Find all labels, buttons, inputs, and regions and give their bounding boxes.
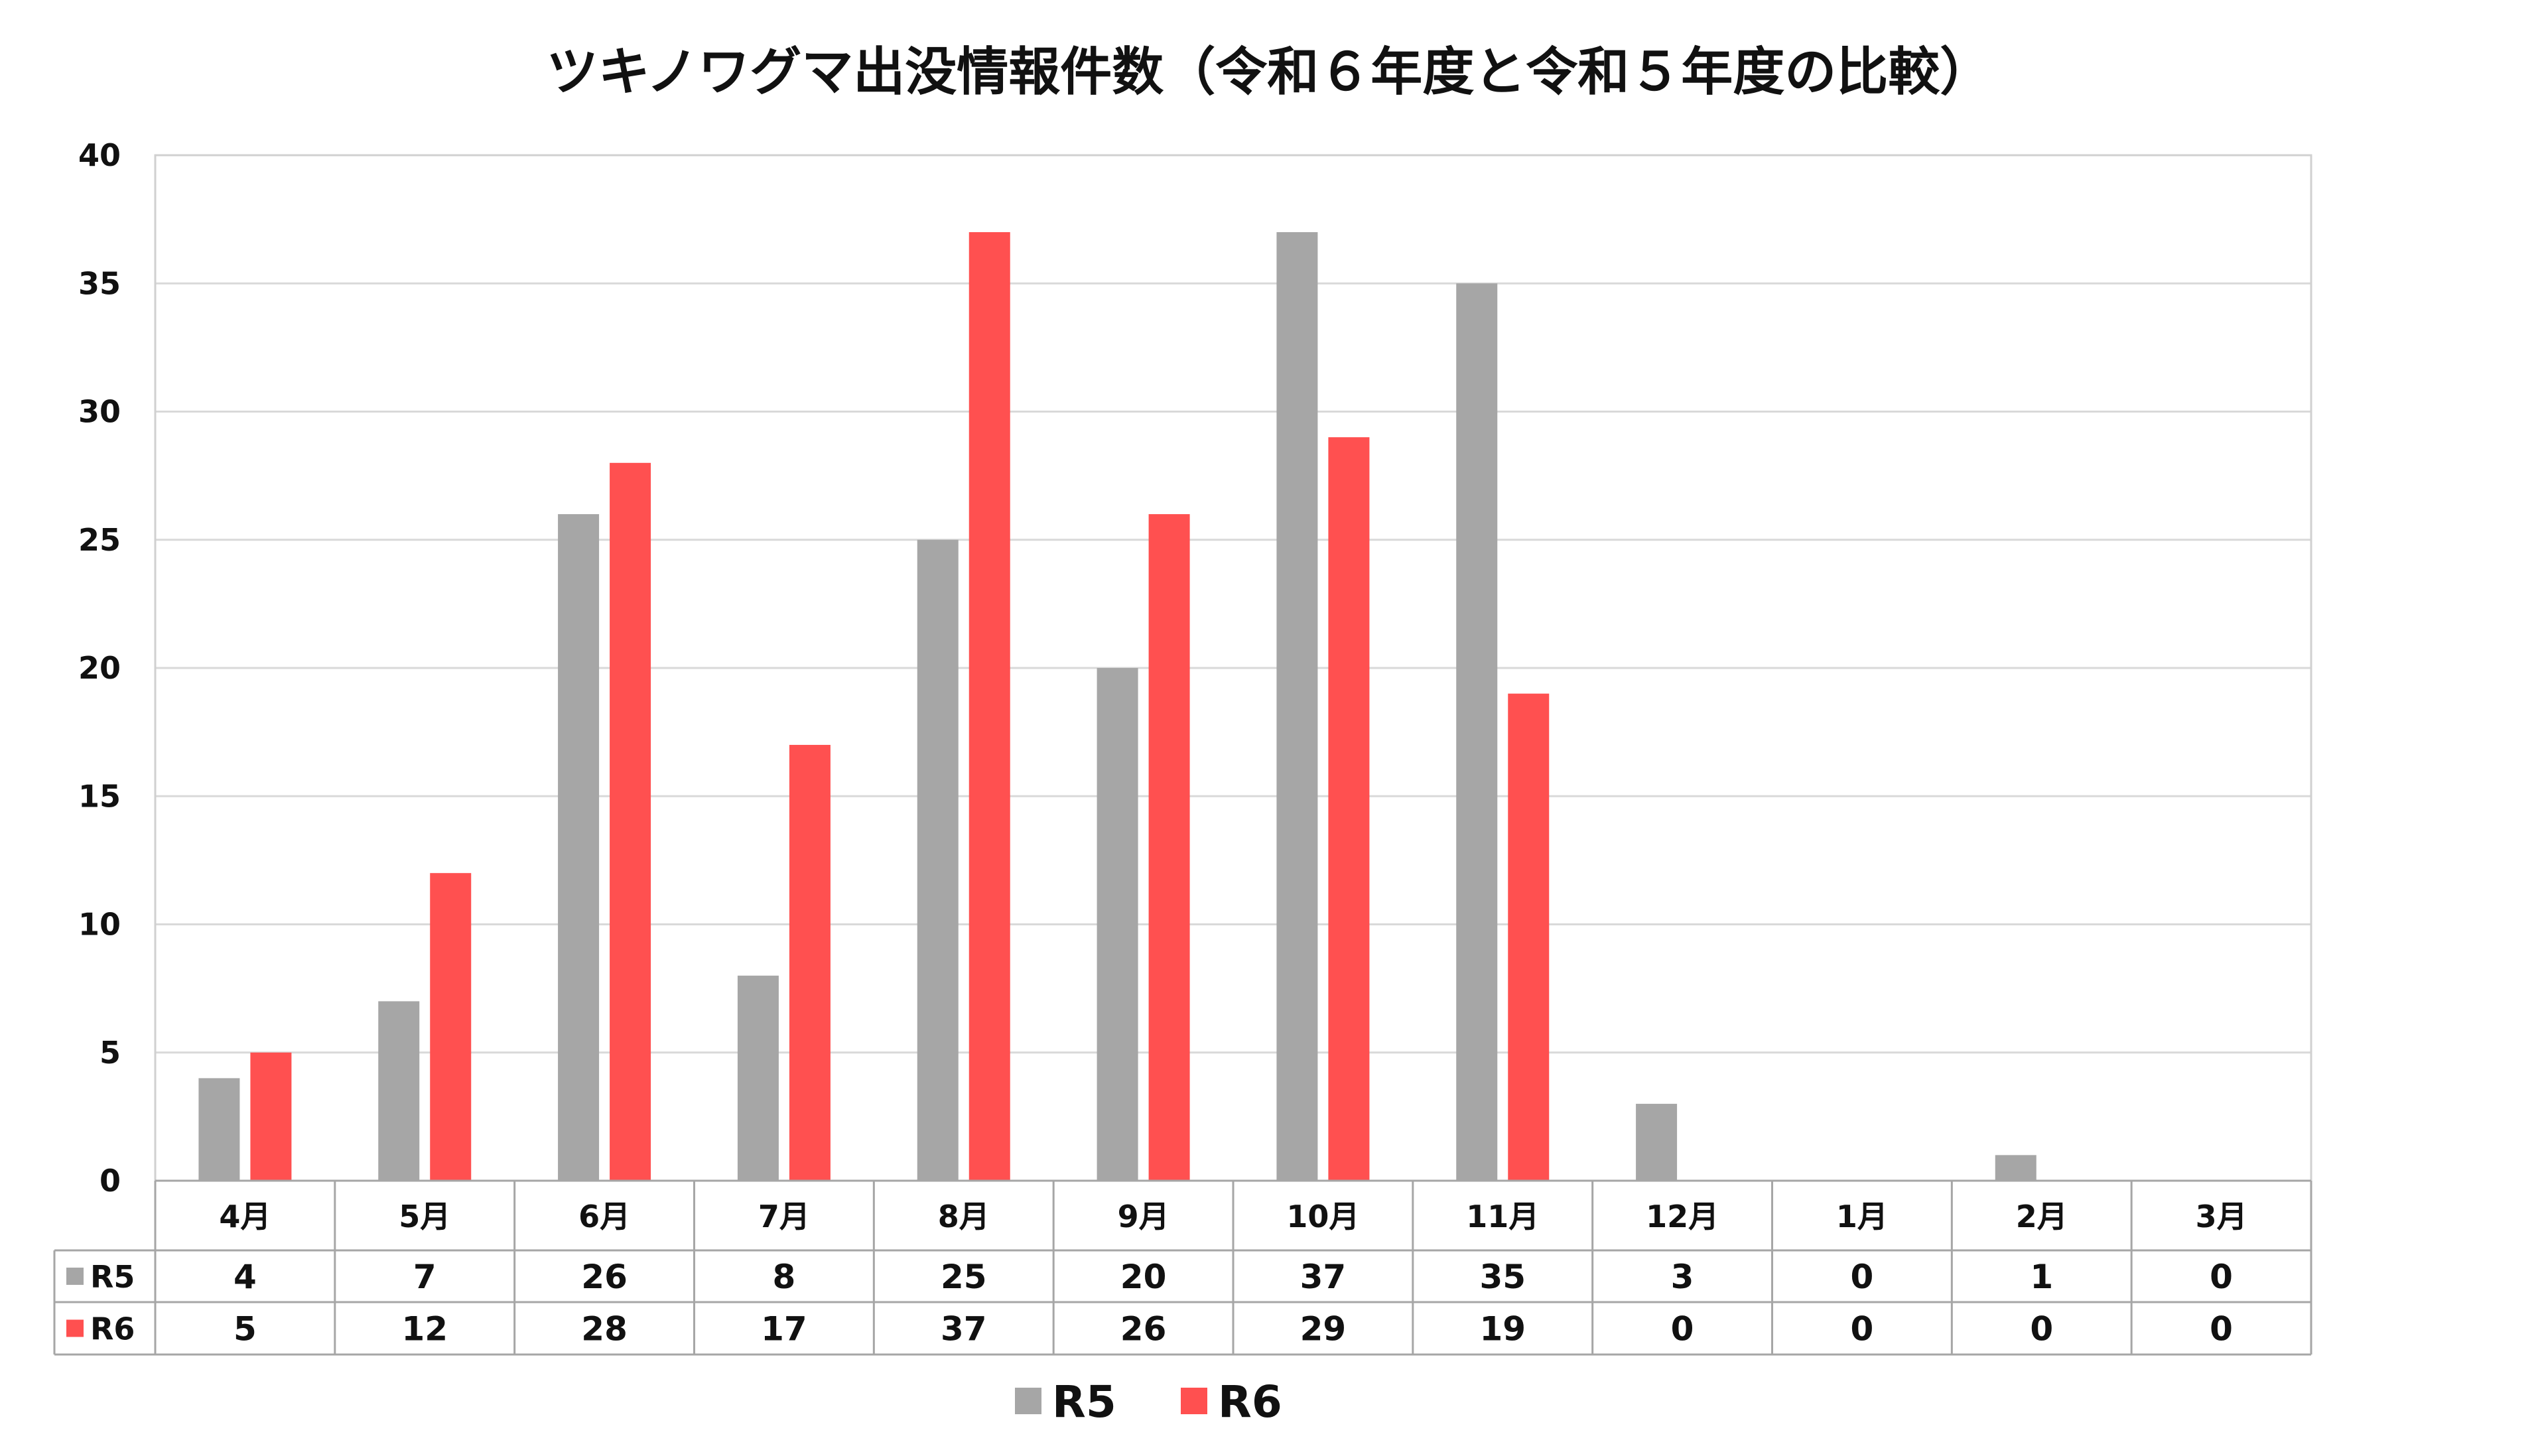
y-tick-label: 30 <box>78 394 121 430</box>
table-cell: 0 <box>2210 1258 2233 1296</box>
chart-title: ツキノワグマ出没情報件数（令和６年度と令和５年度の比較） <box>547 42 1992 102</box>
y-tick-label: 10 <box>78 907 121 943</box>
bar-r6-3 <box>789 744 831 1181</box>
category-label: 4月 <box>219 1199 271 1234</box>
table-cell: 0 <box>1671 1310 1694 1349</box>
grid <box>154 154 2312 1182</box>
y-tick-label: 35 <box>78 265 121 301</box>
table-cell: 12 <box>401 1310 448 1349</box>
bar-r6-6 <box>1328 437 1370 1181</box>
table-cell: 28 <box>581 1310 628 1349</box>
table-cell: 19 <box>1479 1310 1526 1349</box>
y-tick-label: 20 <box>78 650 121 686</box>
bar-r5-1 <box>378 1001 420 1181</box>
table-cell: 1 <box>2030 1258 2053 1296</box>
y-tick-label: 40 <box>78 137 121 173</box>
category-label: 2月 <box>2016 1199 2068 1234</box>
y-tick-label: 15 <box>78 778 121 814</box>
legend-label: R6 <box>1218 1376 1282 1427</box>
table-key-r5 <box>66 1268 84 1285</box>
y-axis: 0 5 10 15 20 25 30 35 40 <box>78 137 121 1199</box>
bar-r5-0 <box>198 1078 240 1181</box>
table-cell: 4 <box>234 1258 257 1296</box>
category-label: 10月 <box>1286 1199 1359 1234</box>
table-cell: 35 <box>1479 1258 1526 1296</box>
data-table: 4月 5月 6月 7月 8月 9月 10月 11月 12月 1月 2月 3月 R5 4 7 26 8 25 20 37… <box>53 1179 2312 1356</box>
table-cell: 0 <box>2030 1310 2053 1349</box>
table-cell: 26 <box>1120 1310 1167 1349</box>
bar-r6-1 <box>430 873 472 1181</box>
y-tick-label: 5 <box>100 1035 121 1071</box>
table-cell: 0 <box>1851 1258 1874 1296</box>
table-row-label: R6 <box>90 1311 135 1347</box>
bar-r5-7 <box>1456 283 1498 1181</box>
table-cell: 25 <box>941 1258 987 1296</box>
legend-label: R5 <box>1052 1376 1116 1427</box>
category-label: 12月 <box>1646 1199 1719 1234</box>
table-cell: 0 <box>2210 1310 2233 1349</box>
bar-r6-0 <box>250 1052 292 1181</box>
category-label: 5月 <box>399 1199 450 1234</box>
category-label: 11月 <box>1466 1199 1539 1234</box>
table-cell: 8 <box>773 1258 796 1296</box>
category-label: 7月 <box>758 1199 810 1234</box>
table-row-label: R5 <box>90 1259 135 1295</box>
table-cell: 3 <box>1671 1258 1694 1296</box>
bar-r5-3 <box>737 975 779 1181</box>
bar-r5-10 <box>1995 1155 2037 1181</box>
table-cell: 17 <box>761 1310 807 1349</box>
bars <box>198 232 2037 1181</box>
table-key-r6 <box>66 1319 84 1337</box>
table-cell: 26 <box>581 1258 628 1296</box>
table-cell: 29 <box>1300 1310 1347 1349</box>
bar-r5-2 <box>558 514 600 1181</box>
bar-r5-4 <box>917 539 959 1181</box>
bar-r5-5 <box>1097 668 1138 1181</box>
table-cell: 7 <box>413 1258 436 1296</box>
y-tick-label: 25 <box>78 522 121 558</box>
table-cell: 20 <box>1120 1258 1167 1296</box>
table-cell: 0 <box>1851 1310 1874 1349</box>
table-cell: 5 <box>234 1310 257 1349</box>
table-cell: 37 <box>941 1310 987 1349</box>
table-cell: 37 <box>1300 1258 1347 1296</box>
category-label: 8月 <box>938 1199 990 1234</box>
category-label: 1月 <box>1836 1199 1888 1234</box>
bar-r6-2 <box>610 462 651 1181</box>
bar-r5-8 <box>1636 1104 1678 1181</box>
category-label: 3月 <box>2196 1199 2247 1234</box>
bar-r6-7 <box>1508 693 1550 1181</box>
bar-r5-6 <box>1276 232 1318 1181</box>
legend-swatch-r6 <box>1181 1388 1207 1414</box>
y-tick-label: 0 <box>100 1163 121 1199</box>
category-label: 9月 <box>1118 1199 1169 1234</box>
legend-swatch-r5 <box>1015 1388 1041 1414</box>
category-label: 6月 <box>578 1199 630 1234</box>
legend: R5 R6 <box>1015 1376 1282 1427</box>
bar-r6-5 <box>1148 514 1190 1181</box>
bar-r6-4 <box>968 232 1010 1181</box>
